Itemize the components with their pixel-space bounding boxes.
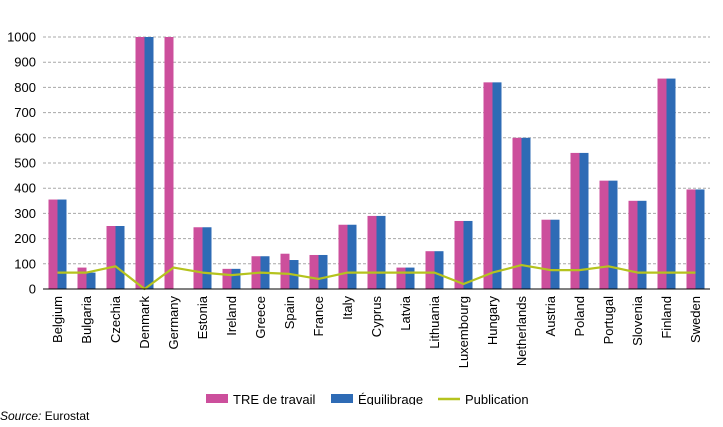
x-tick-label: Latvia (398, 295, 413, 330)
bar-equilibrage (579, 152, 589, 289)
y-tick-label: 300 (14, 206, 36, 221)
bar-tre-de-travail (193, 227, 203, 289)
bar-equilibrage (202, 227, 212, 289)
bar-equilibrage (521, 137, 531, 289)
x-tick-label: Austria (543, 295, 558, 336)
bar-equilibrage (608, 180, 618, 289)
bar-tre-de-travail (48, 199, 58, 289)
y-tick-label: 200 (14, 231, 36, 246)
bar-tre-de-travail (570, 152, 580, 289)
x-tick-label: Bulgaria (79, 295, 94, 343)
x-tick-label: Italy (340, 296, 355, 320)
bar-equilibrage (57, 199, 67, 289)
bar-tre-de-travail (309, 254, 319, 289)
x-tick-label: Spain (282, 296, 297, 329)
source-text: Eurostat (41, 409, 90, 423)
bar-equilibrage (231, 268, 241, 289)
bar-tre-de-travail (425, 251, 435, 289)
x-tick-label: Cyprus (369, 296, 384, 338)
y-tick-label: 600 (14, 130, 36, 145)
bar-equilibrage (347, 224, 357, 289)
x-tick-label: Lithuania (427, 295, 442, 349)
bar-tre-de-travail (367, 215, 377, 289)
bar-tre-de-travail (599, 180, 609, 289)
bar-equilibrage (318, 254, 328, 289)
x-tick-labels: Belgium Bulgaria Czechia Denmark Germany Esto… (50, 295, 703, 368)
bar-tre-de-travail (483, 82, 493, 289)
bar-tre-de-travail (164, 37, 174, 289)
legend-swatch-tre-de-travail (206, 394, 228, 403)
y-tick-label: 800 (14, 80, 36, 95)
bar-tre-de-travail (338, 224, 348, 289)
line-publication (57, 264, 696, 291)
bar-equilibrage (115, 226, 125, 289)
x-tick-label: Denmark (137, 296, 152, 349)
x-tick-label: Greece (253, 296, 268, 339)
line-series (57, 264, 696, 291)
bar-tre-de-travail (686, 189, 696, 289)
bar-equilibrage (550, 219, 560, 289)
x-tick-label: Finland (659, 296, 674, 339)
bar-tre-de-travail (541, 219, 551, 289)
y-tick-label: 400 (14, 181, 36, 196)
x-tick-label: Portugal (601, 296, 616, 345)
x-tick-label: Slovenia (630, 295, 645, 346)
y-tick-label: 500 (14, 156, 36, 171)
y-tick-label: 700 (14, 105, 36, 120)
legend-label: Équilibrage (358, 392, 423, 405)
bar-tre-de-travail (135, 37, 145, 289)
legend-label: Publication (465, 392, 529, 405)
legend: TRE de travail Équilibrage Publication (206, 392, 529, 405)
bar-equilibrage (434, 251, 444, 289)
y-tick-label: 0 (29, 282, 36, 297)
bar-tre-de-travail (657, 78, 667, 289)
legend-swatch-equilibrage (331, 394, 353, 403)
bar-equilibrage (144, 37, 154, 289)
y-tick-labels: 0 100 200 300 400 500 600 700 800 900 1000 (7, 30, 36, 297)
y-tick-label: 1000 (7, 30, 36, 45)
x-tick-label: Poland (572, 296, 587, 336)
source-note: Source: Eurostat (0, 409, 89, 423)
bar-equilibrage (666, 78, 676, 289)
bar-tre-de-travail (396, 267, 406, 289)
bar-equilibrage (695, 189, 705, 289)
bar-equilibrage (492, 82, 502, 289)
x-tick-label: Czechia (108, 295, 123, 343)
x-tick-label: Luxembourg (456, 296, 471, 368)
bar-tre-de-travail (628, 200, 638, 289)
bars (48, 37, 705, 289)
bar-tre-de-travail (512, 137, 522, 289)
bar-tre-de-travail (280, 253, 290, 289)
bar-equilibrage (637, 200, 647, 289)
y-tick-label: 100 (14, 256, 36, 271)
gridlines (43, 36, 710, 265)
bar-equilibrage (376, 215, 386, 289)
x-tick-label: Sweden (688, 296, 703, 343)
bar-equilibrage (86, 272, 96, 289)
x-tick-label: Germany (166, 296, 181, 350)
x-tick-label: Belgium (50, 296, 65, 343)
bar-equilibrage (405, 267, 415, 289)
legend-label: TRE de travail (233, 392, 315, 405)
x-tick-label: Netherlands (514, 296, 529, 367)
source-label: Source: (0, 409, 42, 423)
x-tick-label: France (311, 296, 326, 336)
x-tick-label: Estonia (195, 295, 210, 339)
bar-tre-de-travail (77, 267, 87, 289)
bar-equilibrage (463, 220, 473, 289)
y-tick-label: 900 (14, 55, 36, 70)
bar-tre-de-travail (222, 268, 232, 289)
chart: 0 100 200 300 400 500 600 700 800 900 1000 Belgium… (7, 30, 710, 405)
bar-tre-de-travail (106, 226, 116, 289)
x-tick-label: Ireland (224, 296, 239, 336)
bar-tre-de-travail (454, 220, 464, 289)
x-tick-label: Hungary (485, 296, 500, 346)
